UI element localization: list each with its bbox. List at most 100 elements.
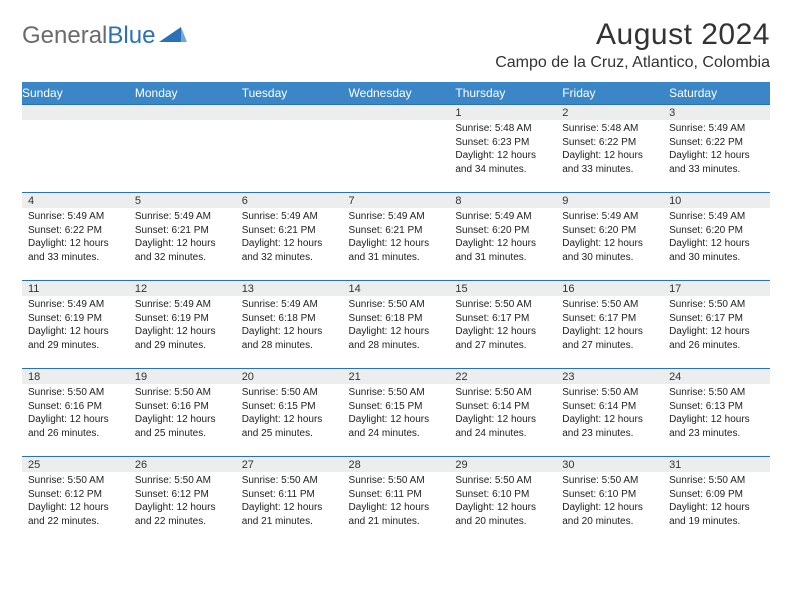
day-number: 10 — [663, 193, 770, 208]
day-cell: 22Sunrise: 5:50 AMSunset: 6:14 PMDayligh… — [449, 369, 556, 457]
sunrise-text: Sunrise: 5:49 AM — [28, 210, 123, 224]
daylight-text: and 20 minutes. — [562, 515, 657, 529]
daylight-text: Daylight: 12 hours — [562, 237, 657, 251]
day-number-empty — [343, 105, 450, 120]
day-number: 30 — [556, 457, 663, 472]
month-title: August 2024 — [495, 18, 770, 52]
day-number: 31 — [663, 457, 770, 472]
daylight-text: Daylight: 12 hours — [669, 237, 764, 251]
day-details: Sunrise: 5:50 AMSunset: 6:14 PMDaylight:… — [556, 384, 663, 440]
sunset-text: Sunset: 6:16 PM — [28, 400, 123, 414]
day-number: 14 — [343, 281, 450, 296]
sunrise-text: Sunrise: 5:49 AM — [349, 210, 444, 224]
sunset-text: Sunset: 6:17 PM — [455, 312, 550, 326]
daylight-text: and 26 minutes. — [28, 427, 123, 441]
day-number: 18 — [22, 369, 129, 384]
day-cell: 15Sunrise: 5:50 AMSunset: 6:17 PMDayligh… — [449, 281, 556, 369]
sunrise-text: Sunrise: 5:50 AM — [562, 386, 657, 400]
day-details: Sunrise: 5:49 AMSunset: 6:18 PMDaylight:… — [236, 296, 343, 352]
logo-word2: Blue — [107, 22, 155, 50]
sunrise-text: Sunrise: 5:50 AM — [349, 386, 444, 400]
daylight-text: Daylight: 12 hours — [242, 237, 337, 251]
day-number-empty — [22, 105, 129, 120]
day-details: Sunrise: 5:50 AMSunset: 6:11 PMDaylight:… — [236, 472, 343, 528]
day-number: 24 — [663, 369, 770, 384]
sunset-text: Sunset: 6:19 PM — [135, 312, 230, 326]
day-number: 12 — [129, 281, 236, 296]
sunrise-text: Sunrise: 5:50 AM — [669, 298, 764, 312]
day-number: 23 — [556, 369, 663, 384]
day-cell: 7Sunrise: 5:49 AMSunset: 6:21 PMDaylight… — [343, 193, 450, 281]
sunrise-text: Sunrise: 5:49 AM — [455, 210, 550, 224]
calendar-table: Sunday Monday Tuesday Wednesday Thursday… — [22, 82, 770, 545]
daylight-text: Daylight: 12 hours — [135, 413, 230, 427]
daylight-text: and 34 minutes. — [455, 163, 550, 177]
day-header: Monday — [129, 82, 236, 105]
day-number: 4 — [22, 193, 129, 208]
sunset-text: Sunset: 6:21 PM — [349, 224, 444, 238]
day-cell: 8Sunrise: 5:49 AMSunset: 6:20 PMDaylight… — [449, 193, 556, 281]
day-details: Sunrise: 5:50 AMSunset: 6:10 PMDaylight:… — [449, 472, 556, 528]
sunset-text: Sunset: 6:18 PM — [242, 312, 337, 326]
sunrise-text: Sunrise: 5:50 AM — [28, 474, 123, 488]
daylight-text: and 29 minutes. — [135, 339, 230, 353]
calendar-page: GeneralBlue August 2024 Campo de la Cruz… — [0, 0, 792, 555]
day-header: Friday — [556, 82, 663, 105]
sunrise-text: Sunrise: 5:48 AM — [562, 122, 657, 136]
day-details: Sunrise: 5:49 AMSunset: 6:20 PMDaylight:… — [449, 208, 556, 264]
day-header: Wednesday — [343, 82, 450, 105]
daylight-text: and 21 minutes. — [242, 515, 337, 529]
day-details: Sunrise: 5:49 AMSunset: 6:20 PMDaylight:… — [556, 208, 663, 264]
sunset-text: Sunset: 6:11 PM — [242, 488, 337, 502]
day-cell — [236, 105, 343, 193]
daylight-text: Daylight: 12 hours — [28, 325, 123, 339]
day-number: 19 — [129, 369, 236, 384]
daylight-text: Daylight: 12 hours — [669, 149, 764, 163]
day-number: 29 — [449, 457, 556, 472]
daylight-text: Daylight: 12 hours — [562, 501, 657, 515]
day-details: Sunrise: 5:50 AMSunset: 6:13 PMDaylight:… — [663, 384, 770, 440]
day-number: 13 — [236, 281, 343, 296]
sunrise-text: Sunrise: 5:50 AM — [135, 386, 230, 400]
sunrise-text: Sunrise: 5:50 AM — [562, 474, 657, 488]
day-cell: 19Sunrise: 5:50 AMSunset: 6:16 PMDayligh… — [129, 369, 236, 457]
day-details: Sunrise: 5:49 AMSunset: 6:19 PMDaylight:… — [129, 296, 236, 352]
day-header-row: Sunday Monday Tuesday Wednesday Thursday… — [22, 82, 770, 105]
daylight-text: Daylight: 12 hours — [135, 325, 230, 339]
daylight-text: and 28 minutes. — [242, 339, 337, 353]
daylight-text: and 21 minutes. — [349, 515, 444, 529]
week-row: 4Sunrise: 5:49 AMSunset: 6:22 PMDaylight… — [22, 193, 770, 281]
sunrise-text: Sunrise: 5:50 AM — [455, 474, 550, 488]
day-header: Saturday — [663, 82, 770, 105]
daylight-text: Daylight: 12 hours — [562, 325, 657, 339]
day-cell: 25Sunrise: 5:50 AMSunset: 6:12 PMDayligh… — [22, 457, 129, 545]
sunset-text: Sunset: 6:09 PM — [669, 488, 764, 502]
day-cell — [129, 105, 236, 193]
day-cell: 16Sunrise: 5:50 AMSunset: 6:17 PMDayligh… — [556, 281, 663, 369]
sunset-text: Sunset: 6:17 PM — [669, 312, 764, 326]
day-number: 5 — [129, 193, 236, 208]
day-cell: 27Sunrise: 5:50 AMSunset: 6:11 PMDayligh… — [236, 457, 343, 545]
daylight-text: and 31 minutes. — [455, 251, 550, 265]
daylight-text: Daylight: 12 hours — [242, 413, 337, 427]
daylight-text: and 33 minutes. — [28, 251, 123, 265]
daylight-text: and 22 minutes. — [135, 515, 230, 529]
daylight-text: Daylight: 12 hours — [562, 149, 657, 163]
daylight-text: Daylight: 12 hours — [669, 325, 764, 339]
day-details: Sunrise: 5:50 AMSunset: 6:12 PMDaylight:… — [22, 472, 129, 528]
day-details: Sunrise: 5:48 AMSunset: 6:22 PMDaylight:… — [556, 120, 663, 176]
sunrise-text: Sunrise: 5:50 AM — [669, 474, 764, 488]
sunset-text: Sunset: 6:22 PM — [562, 136, 657, 150]
daylight-text: and 25 minutes. — [135, 427, 230, 441]
title-block: August 2024 Campo de la Cruz, Atlantico,… — [495, 18, 770, 72]
calendar-body: 1Sunrise: 5:48 AMSunset: 6:23 PMDaylight… — [22, 105, 770, 545]
sunset-text: Sunset: 6:10 PM — [562, 488, 657, 502]
day-details: Sunrise: 5:49 AMSunset: 6:20 PMDaylight:… — [663, 208, 770, 264]
day-cell: 17Sunrise: 5:50 AMSunset: 6:17 PMDayligh… — [663, 281, 770, 369]
daylight-text: and 31 minutes. — [349, 251, 444, 265]
day-details: Sunrise: 5:50 AMSunset: 6:15 PMDaylight:… — [236, 384, 343, 440]
daylight-text: Daylight: 12 hours — [135, 237, 230, 251]
day-number: 16 — [556, 281, 663, 296]
daylight-text: and 23 minutes. — [562, 427, 657, 441]
daylight-text: Daylight: 12 hours — [455, 237, 550, 251]
